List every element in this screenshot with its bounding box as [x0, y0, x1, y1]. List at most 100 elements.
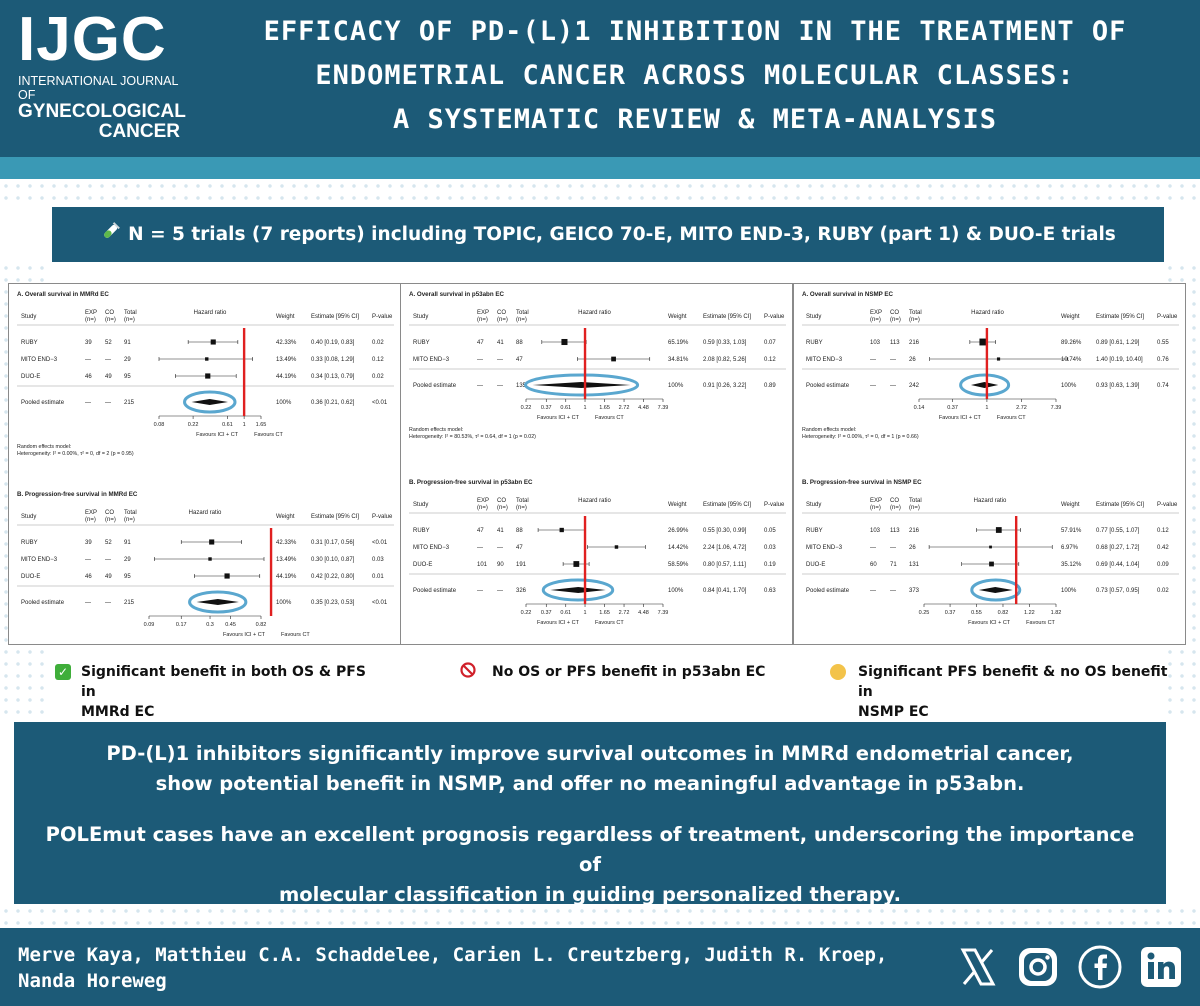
- col-header-total: Total: [124, 510, 137, 516]
- co-n-value: 90: [497, 562, 504, 568]
- x-tick-label: 1.22: [1024, 610, 1035, 616]
- x-tick-label: 0.61: [222, 422, 233, 428]
- weight-value: 100%: [1061, 588, 1077, 594]
- total-n-value: 215: [124, 400, 135, 406]
- study-label: RUBY: [413, 340, 430, 346]
- weight-value: 44.19%: [276, 574, 297, 580]
- x-tick-label: 4.48: [638, 405, 649, 411]
- weight-value: 14.42%: [668, 545, 689, 551]
- co-n-value: 52: [105, 340, 112, 346]
- col-header-exp: EXP: [870, 498, 882, 504]
- dot-pattern: [0, 905, 1200, 927]
- col-header-co-n: (n=): [497, 317, 508, 323]
- x-tick-label: 7.39: [658, 610, 669, 616]
- exp-n-value: —: [85, 357, 91, 363]
- pooled-diamond: [532, 382, 631, 388]
- exp-n-value: —: [85, 600, 91, 606]
- col-header-total-n: (n=): [516, 505, 527, 511]
- x-tick-label: 0.37: [945, 610, 956, 616]
- test-tube-icon: [100, 222, 121, 247]
- col-header-total: Total: [516, 310, 529, 316]
- header-banner: IJGC INTERNATIONAL JOURNAL OF GYNECOLOGI…: [0, 0, 1200, 157]
- col-header-total: Total: [909, 310, 922, 316]
- logo-line-3: CANCER: [98, 121, 180, 142]
- x-tick-label: 1.65: [256, 422, 267, 428]
- pooled-highlight-ellipse: [541, 578, 615, 602]
- study-label: DUO-E: [21, 374, 40, 380]
- exp-n-value: 101: [477, 562, 488, 568]
- logo-line-1: INTERNATIONAL JOURNAL OF: [18, 74, 178, 102]
- x-icon[interactable]: [955, 944, 1001, 990]
- linkedin-icon[interactable]: [1138, 944, 1184, 990]
- study-label: MITO END−3: [413, 357, 450, 363]
- exp-n-value: —: [870, 545, 876, 551]
- forest-plot-mmrd: A. Overall survival in MMRd ECStudyEXP(n…: [17, 291, 394, 638]
- col-header-estimate: Estimate [95% CI]: [1096, 502, 1144, 508]
- summary-nsmp: Significant PFS benefit & no OS benefit …: [830, 662, 1170, 722]
- p-value: 0.12: [764, 357, 776, 363]
- study-label: RUBY: [21, 540, 38, 546]
- x-tick-label: 2.72: [1016, 405, 1027, 411]
- exp-n-value: 39: [85, 340, 92, 346]
- estimate-value: 1.40 [0.19, 10.40]: [1096, 357, 1143, 363]
- p-value: 0.42: [1157, 545, 1169, 551]
- x-tick-label: 0.37: [541, 405, 552, 411]
- forest-panel-nsmp: A. Overall survival in NSMP EC Study EXP (n…: [793, 283, 1186, 645]
- total-n-value: 29: [124, 357, 131, 363]
- total-n-value: 216: [909, 340, 920, 346]
- estimate-value: 0.80 [0.57, 1.11]: [703, 562, 746, 568]
- p-value: 0.12: [1157, 528, 1169, 534]
- pooled-highlight-ellipse: [970, 578, 1022, 602]
- x-tick-label: 7.39: [658, 405, 669, 411]
- pooled-label: Pooled estimate: [21, 600, 65, 606]
- point-estimate-square: [996, 357, 1001, 361]
- x-tick-label: 0.55: [971, 610, 982, 616]
- study-label: DUO-E: [806, 562, 825, 568]
- study-label: MITO END−3: [806, 545, 843, 551]
- col-header-hazard-ratio: Hazard ratio: [578, 310, 611, 316]
- estimate-value: 0.34 [0.13, 0.79]: [311, 374, 355, 380]
- co-n-value: 113: [890, 528, 900, 534]
- col-header-pvalue: P-value: [372, 514, 393, 520]
- estimate-value: 0.77 [0.55, 1.07]: [1096, 528, 1140, 534]
- total-n-value: 47: [516, 545, 523, 551]
- col-header-co: CO: [497, 498, 506, 504]
- facebook-icon[interactable]: [1077, 944, 1123, 990]
- weight-value: 58.59%: [668, 562, 689, 568]
- instagram-icon[interactable]: [1015, 944, 1061, 990]
- p-value: 0.02: [1157, 588, 1169, 594]
- co-n-value: —: [105, 557, 111, 563]
- total-n-value: 215: [124, 600, 135, 606]
- forest-plot-p53abn: A. Overall survival in p53abn EC Study EXP…: [409, 291, 786, 626]
- total-n-value: 88: [516, 340, 523, 346]
- x-tick-label: 2.72: [619, 610, 630, 616]
- total-n-value: 135: [516, 383, 527, 389]
- title-line-1: EFFICACY OF PD-(L)1 INHIBITION IN THE TR…: [263, 16, 1127, 47]
- point-estimate-square: [995, 527, 1002, 533]
- x-tick-label: 0.45: [225, 622, 236, 628]
- col-header-pvalue: P-value: [1157, 502, 1178, 508]
- col-header-study: Study: [21, 314, 36, 320]
- favours-left-label: Favours ICI + CT: [968, 620, 1011, 626]
- weight-value: 6.97%: [1061, 545, 1079, 551]
- col-header-total-n: (n=): [909, 505, 920, 511]
- col-header-pvalue: P-value: [1157, 314, 1178, 320]
- weight-value: 100%: [276, 600, 292, 606]
- random-effects-note: Random effects model:: [409, 427, 463, 433]
- col-header-total: Total: [124, 310, 137, 316]
- favours-right-label: Favours CT: [997, 415, 1026, 421]
- col-header-weight: Weight: [276, 514, 295, 520]
- col-header-exp: EXP: [477, 310, 489, 316]
- total-n-value: 95: [124, 574, 131, 580]
- favours-right-label: Favours CT: [254, 432, 283, 438]
- panel-section-title: B. Progression-free survival in MMRd EC: [17, 491, 138, 498]
- x-tick-label: 0.17: [176, 622, 187, 628]
- point-estimate-square: [979, 338, 987, 346]
- conclusion-paragraph-2: POLEmut cases have an excellent prognosi…: [34, 820, 1146, 910]
- x-tick-label: 1: [243, 422, 246, 428]
- conclusion-p1-line-1: PD-(L)1 inhibitors significantly improve…: [106, 742, 1074, 765]
- random-effects-note: Heterogeneity: I² = 0.00%, τ² = 0, df = …: [17, 451, 134, 457]
- col-header-weight: Weight: [1061, 314, 1080, 320]
- panel-section-title: B. Progression-free survival in NSMP EC: [802, 479, 922, 486]
- exp-n-value: —: [477, 545, 483, 551]
